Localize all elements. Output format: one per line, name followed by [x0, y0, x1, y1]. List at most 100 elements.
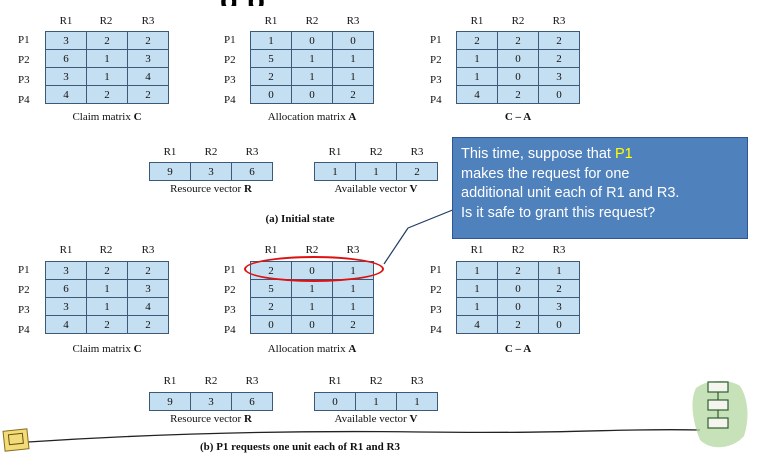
row-label: P1 — [224, 34, 236, 46]
row-label: P4 — [430, 94, 442, 106]
matrix-caption: C – A — [504, 111, 532, 123]
callout-highlight: P1 — [614, 146, 633, 162]
col-header: R3 — [141, 15, 155, 27]
col-header: R3 — [552, 244, 566, 256]
row-label: P3 — [18, 74, 30, 86]
row-label: P4 — [430, 324, 442, 336]
vector-caption: Resource vector R — [170, 183, 252, 195]
col-header: R2 — [369, 146, 383, 158]
cell: 2 — [332, 315, 374, 334]
stacked-blocks-doodle-icon — [692, 380, 748, 448]
callout-line-1: This time, suppose that P1 — [461, 146, 633, 162]
row-label: P1 — [430, 34, 442, 46]
col-header: R1 — [328, 375, 342, 387]
cell: 0 — [538, 85, 580, 104]
row-label: P4 — [224, 94, 236, 106]
row-label: P1 — [18, 34, 30, 46]
row-label: P4 — [18, 324, 30, 336]
col-header: R2 — [99, 15, 113, 27]
matrix-caption: Allocation matrix A — [267, 111, 357, 123]
row-label: P1 — [18, 264, 30, 276]
col-header: R1 — [470, 244, 484, 256]
hand-drawn-line — [27, 428, 701, 443]
col-header: R3 — [346, 15, 360, 27]
matrix-caption: Claim matrix C — [72, 343, 142, 355]
row-label: P2 — [18, 284, 30, 296]
col-header: R2 — [305, 15, 319, 27]
row-label: P3 — [430, 304, 442, 316]
callout-pointer-line — [407, 206, 461, 229]
row-label: P2 — [224, 284, 236, 296]
row-label: P4 — [18, 94, 30, 106]
col-header: R3 — [410, 375, 424, 387]
col-header: R3 — [346, 244, 360, 256]
col-header: R1 — [59, 15, 73, 27]
cell: 1 — [396, 392, 438, 411]
col-header: R3 — [552, 15, 566, 27]
row-label: P2 — [18, 54, 30, 66]
row-label: P3 — [224, 304, 236, 316]
row-label: P2 — [430, 54, 442, 66]
cell: 2 — [127, 31, 169, 50]
sticky-note-doodle-icon — [2, 428, 30, 452]
cell: 6 — [231, 162, 273, 181]
col-header: R1 — [163, 146, 177, 158]
callout-line-4: Is it safe to grant this request? — [461, 204, 656, 221]
cell: 0 — [538, 315, 580, 334]
cell: 6 — [231, 392, 273, 411]
cell: 0 — [250, 85, 292, 104]
cell: 9 — [149, 392, 191, 411]
row-label: P3 — [430, 74, 442, 86]
col-header: R3 — [410, 146, 424, 158]
matrix-caption: Allocation matrix A — [267, 343, 357, 355]
matrix-caption: C – A — [504, 343, 532, 355]
cell: 1 — [332, 297, 374, 316]
col-header: R2 — [511, 244, 525, 256]
section-label-b: (b) P1 requests one unit each of R1 and … — [200, 441, 400, 453]
callout-line-2: makes the request for one — [461, 165, 630, 182]
cell: 2 — [127, 315, 169, 334]
cell: 9 — [149, 162, 191, 181]
col-header: R1 — [264, 244, 278, 256]
col-header: R3 — [141, 244, 155, 256]
cell: 4 — [456, 85, 498, 104]
cell: 2 — [127, 85, 169, 104]
col-header: R2 — [305, 244, 319, 256]
col-header: R2 — [204, 146, 218, 158]
col-header: R2 — [511, 15, 525, 27]
col-header: R1 — [328, 146, 342, 158]
row-label: P2 — [430, 284, 442, 296]
col-header: R1 — [264, 15, 278, 27]
row-label: P2 — [224, 54, 236, 66]
col-header: R2 — [369, 375, 383, 387]
callout-line-3: additional unit each of R1 and R3. — [461, 185, 680, 201]
cell: 1 — [332, 67, 374, 86]
vector-caption: Available vector V — [334, 413, 418, 425]
col-header: R1 — [470, 15, 484, 27]
col-header: R3 — [245, 146, 259, 158]
callout-pointer-line — [383, 227, 409, 265]
col-header: R1 — [59, 244, 73, 256]
slide-title-fragment: g p — [220, 0, 480, 6]
col-header: R1 — [163, 375, 177, 387]
section-label-a: (a) Initial state — [265, 213, 335, 225]
row-label: P3 — [224, 74, 236, 86]
row-label: P4 — [224, 324, 236, 336]
col-header: R3 — [245, 375, 259, 387]
col-header: R2 — [204, 375, 218, 387]
cell: 2 — [332, 85, 374, 104]
row-label: P3 — [18, 304, 30, 316]
col-header: R2 — [99, 244, 113, 256]
vector-caption: Available vector V — [334, 183, 418, 195]
highlight-ellipse — [244, 256, 384, 282]
vector-caption: Resource vector R — [170, 413, 252, 425]
